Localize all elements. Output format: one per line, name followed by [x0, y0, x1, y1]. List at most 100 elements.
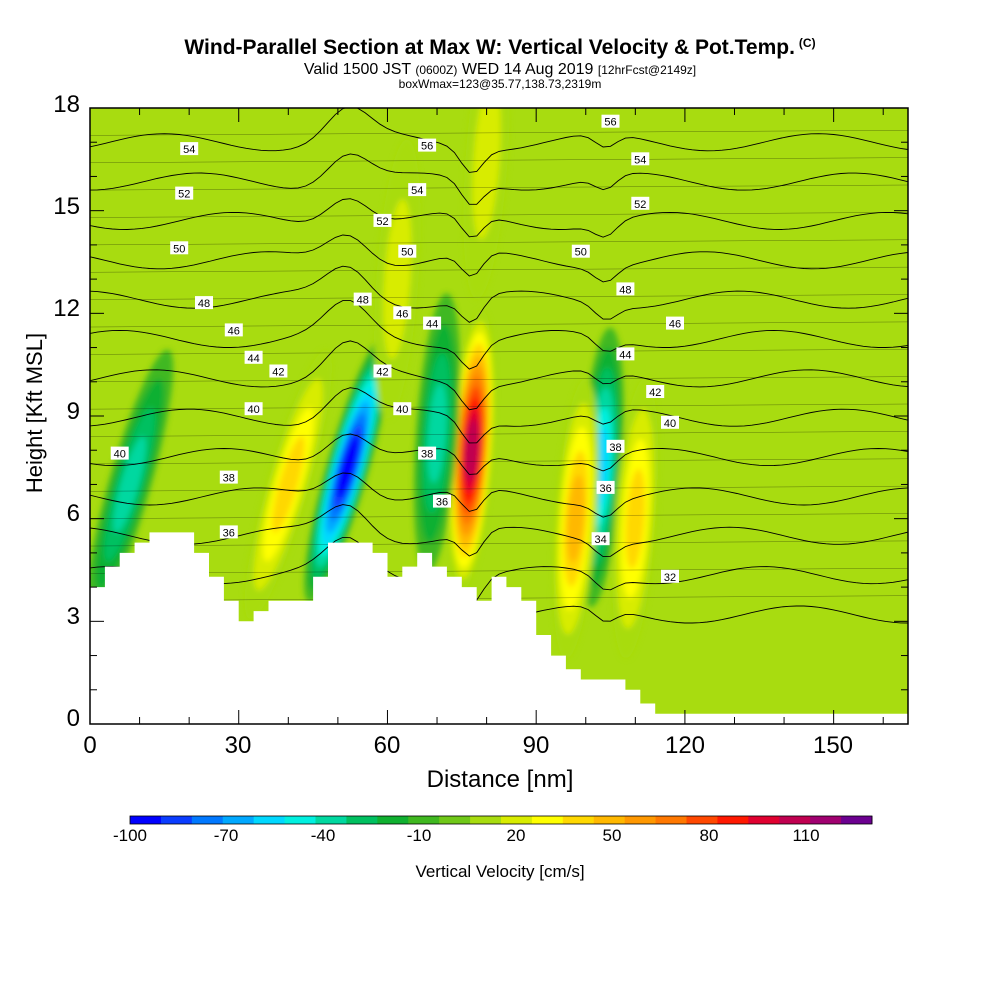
x-tick-label: 150: [812, 732, 854, 759]
colorbar-tick-label: -100: [112, 826, 148, 845]
colorbar-swatch: [222, 816, 255, 824]
theta-contour-minor: [90, 266, 908, 273]
updraft-core: [272, 436, 305, 533]
theta-contour-48: [90, 265, 908, 323]
contour-label: 44: [244, 350, 263, 365]
contour-label: 46: [393, 306, 412, 320]
y-tick-label: 6: [66, 500, 80, 527]
svg-text:40: 40: [396, 404, 408, 416]
theta-contour-42: [90, 387, 908, 444]
svg-text:46: 46: [396, 308, 408, 320]
colorbar-swatch: [624, 816, 657, 824]
theta-contour-minor: [90, 540, 908, 547]
contour-label: 50: [170, 241, 189, 255]
theta-contour-minor: [90, 513, 908, 519]
svg-text:52: 52: [634, 199, 646, 211]
theta-contour-52: [90, 198, 908, 238]
colorbar-swatch: [470, 816, 502, 824]
svg-text:50: 50: [401, 247, 413, 259]
x-tick-label: 90: [522, 732, 550, 759]
svg-text:40: 40: [114, 449, 126, 461]
svg-text:52: 52: [376, 216, 388, 228]
svg-text:40: 40: [247, 404, 259, 416]
svg-text:42: 42: [272, 367, 284, 379]
contour-label: 48: [616, 282, 635, 296]
colorbar-swatch: [439, 816, 471, 824]
terrain-mask: [90, 532, 908, 724]
colorbar-tick-label: -70: [213, 826, 239, 845]
contour-label: 40: [110, 446, 129, 461]
svg-text:32: 32: [664, 572, 676, 584]
svg-text:40: 40: [664, 418, 676, 430]
contour-label: 56: [418, 138, 437, 153]
theta-contour-minor: [90, 129, 908, 136]
colorbar-swatch: [593, 816, 626, 824]
theta-contour-44: [90, 340, 908, 411]
contour-label: 32: [661, 569, 679, 584]
contour-label: 40: [661, 415, 679, 430]
colorbar-tick-label: 80: [699, 826, 719, 845]
chart-subtitle: Valid 1500 JST (0600Z) WED 14 Aug 2019 […: [303, 61, 697, 78]
colorbar-swatch: [686, 816, 718, 824]
theta-contour-54: [90, 153, 908, 205]
colorbar-tick-label: -10: [406, 826, 432, 845]
x-tick-label: 120: [664, 732, 706, 759]
contour-label: 36: [219, 525, 238, 539]
svg-text:42: 42: [649, 387, 661, 399]
contour-label: 54: [631, 152, 650, 166]
colorbar-swatch: [253, 816, 286, 824]
contour-label: 48: [353, 292, 372, 307]
theta-contour-minor: [90, 294, 908, 300]
theta-contour-minor: [90, 184, 908, 191]
y-tick-label: 9: [66, 398, 80, 425]
colorbar-swatch: [717, 816, 749, 824]
theta-contour-minor: [90, 157, 908, 164]
contour-label: 34: [591, 532, 610, 546]
svg-text:52: 52: [178, 189, 190, 201]
contour-label: 38: [606, 439, 625, 454]
contour-label: 52: [373, 213, 392, 228]
theta-contour-40: [90, 433, 908, 475]
chart-title: Wind-Parallel Section at Max W: Vertical…: [184, 36, 816, 59]
theta-contour-46: [90, 299, 908, 370]
colorbar-swatch: [408, 816, 440, 824]
colorbar-swatch: [531, 816, 564, 824]
contour-label: 40: [244, 402, 263, 416]
colorbar-swatch: [191, 816, 224, 824]
contour-label: 42: [646, 385, 665, 399]
theta-contour-minor: [90, 458, 908, 465]
svg-text:44: 44: [426, 319, 438, 331]
colorbar-swatch: [655, 816, 687, 824]
theta-contour-minor: [90, 431, 908, 437]
svg-text:38: 38: [609, 442, 621, 454]
svg-text:54: 54: [634, 154, 646, 166]
x-tick-label: 60: [373, 732, 401, 759]
theta-contour-minor: [90, 239, 908, 246]
theta-contour-38: [90, 472, 908, 518]
y-tick-label: 18: [53, 91, 80, 118]
contour-label: 38: [418, 446, 437, 461]
contour-label: 36: [433, 494, 451, 509]
contour-label: 50: [571, 244, 590, 259]
y-tick-label: 15: [53, 193, 80, 220]
colorbar-tick-label: 20: [506, 826, 526, 845]
theta-contour-minor: [90, 403, 908, 410]
contour-label: 52: [631, 196, 650, 211]
colorbar-swatch: [748, 816, 780, 824]
y-tick-label: 3: [66, 603, 80, 630]
svg-text:54: 54: [183, 144, 195, 156]
svg-text:36: 36: [599, 483, 611, 495]
theta-contour-56: [90, 108, 908, 173]
contour-labels: 54 52 50 48 46 44 42 40 40 38 36 56 54 52 50 48 46 44 42 40…: [110, 114, 684, 584]
theta-contour-minor: [90, 349, 908, 355]
svg-text:50: 50: [173, 243, 185, 255]
x-axis-label: Distance [nm]: [426, 766, 574, 793]
svg-text:46: 46: [669, 319, 681, 331]
contour-label: 54: [408, 183, 427, 197]
svg-text:44: 44: [247, 353, 259, 365]
contour-label: 48: [195, 296, 213, 310]
updraft-core: [464, 419, 479, 482]
colorbar-swatch: [779, 816, 811, 824]
svg-text:36: 36: [223, 527, 235, 539]
